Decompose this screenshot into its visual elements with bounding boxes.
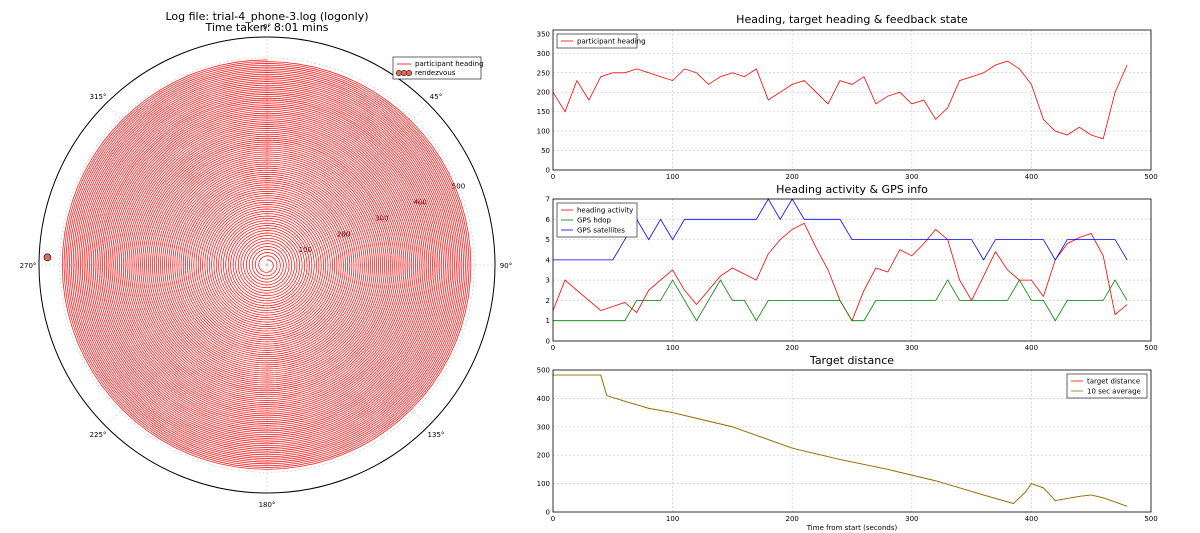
legend-box [1066,373,1148,399]
y-tick-label: 100 [537,480,550,488]
legend-label: participant heading [577,38,646,46]
legend-label: heading activity [577,207,633,215]
polar-legend-box [392,56,482,80]
chart3-title: Target distance [809,354,894,367]
x-tick-label: 500 [1144,515,1157,523]
y-tick-label: 3 [546,277,550,285]
legend-box [556,33,638,49]
chart-legend: heading activity GPS hdop GPS satellites [556,202,638,238]
x-tick-label: 300 [905,515,918,523]
polar-grid-ring [59,57,475,473]
legend-label: GPS hdop [577,217,611,225]
polar-chart: 0°45°90°135°180°225°270°315°100200300400… [20,23,513,509]
legend-label: 10 sec average [1087,388,1141,396]
x-tick-label: 300 [905,344,918,352]
polar-radial-label: 500 [452,183,465,191]
chart3-xlabel: Time from start (seconds) [806,524,898,532]
chart-legend: target distance 10 sec average [1066,373,1148,399]
y-tick-label: 300 [537,50,550,58]
x-tick-label: 400 [1025,515,1038,523]
series-line-1 [553,279,1128,322]
polar-grid-spoke [105,103,268,266]
x-tick-label: 500 [1144,344,1157,352]
y-tick-label: 0 [546,509,550,517]
polar-angle-label: 90° [500,262,512,270]
polar-angle-label: 225° [90,431,107,439]
x-tick-label: 400 [1025,344,1038,352]
x-tick-label: 300 [905,173,918,181]
y-tick-label: 100 [537,128,550,136]
x-tick-label: 0 [551,173,555,181]
plot-frame [552,29,1152,171]
polar-radial-label: 100 [299,246,312,254]
plot-area [553,30,1151,170]
target-distance-chart: 0 100 200 300 400 500 0 100 200 300 400 500 target d… [537,367,1158,524]
y-tick-label: 200 [537,89,550,97]
x-tick-label: 200 [786,344,799,352]
series-line-0 [552,60,1128,140]
y-tick-label: 500 [537,367,550,375]
plot-area [553,199,1151,341]
y-tick-label: 400 [537,395,550,403]
polar-frame [38,36,496,494]
figure-title-line2: Time taken: 8:01 mins [204,21,328,34]
x-tick-label: 0 [551,344,555,352]
series-line-2 [553,198,1128,261]
y-tick-label: 4 [546,256,551,264]
y-tick-label: 150 [537,108,550,116]
x-tick-label: 400 [1025,173,1038,181]
y-tick-label: 7 [546,196,550,204]
y-tick-label: 5 [546,236,550,244]
chart-legend: participant heading [556,33,646,49]
y-tick-label: 200 [537,452,550,460]
polar-grid-spoke [266,103,429,266]
y-tick-label: 1 [546,317,550,325]
chart2-title: Heading activity & GPS info [776,183,928,196]
y-tick-label: 6 [546,216,551,224]
series-line-1 [553,374,1128,507]
polar-angle-label: 45° [430,93,442,101]
y-tick-label: 50 [541,147,550,155]
x-tick-label: 500 [1144,173,1157,181]
x-tick-label: 200 [786,515,799,523]
polar-angle-label: 270° [20,262,37,270]
participant-heading-trace [61,59,472,470]
plot-area [553,370,1151,512]
polar-angle-label: 315° [90,93,107,101]
heading-activity-chart: 0 100 200 300 400 500 0 1 2 3 4 5 6 7 heading activity… [546,196,1158,353]
y-tick-label: 350 [537,30,550,38]
y-tick-label: 2 [546,297,550,305]
legend-label: GPS satellites [577,227,625,235]
chart1-title: Heading, target heading & feedback state [736,13,968,26]
plot-frame [552,198,1152,342]
y-tick-label: 300 [537,423,550,431]
y-tick-label: 0 [546,338,550,346]
x-tick-label: 200 [786,173,799,181]
legend-rendezvous-label: rendezvous [415,69,456,77]
legend-rendezvous-swatch [405,69,413,77]
y-tick-label: 0 [546,167,550,175]
x-tick-label: 100 [666,344,679,352]
legend-heading-label: participant heading [415,60,484,68]
polar-angle-label: 180° [259,501,276,509]
x-tick-label: 100 [666,173,679,181]
rendezvous-marker [43,253,52,262]
polar-angle-label: 0° [263,23,271,31]
figure-title-line1: Log file: trial-4_phone-3.log (logonly) [165,10,368,23]
legend-label: target distance [1087,378,1140,386]
polar-radial-label: 300 [375,214,388,222]
x-tick-label: 100 [666,515,679,523]
polar-angle-label: 135° [428,431,445,439]
heading-chart: 0 100 200 300 400 500 0 50 100 150 200 250 300 350 par… [537,29,1158,181]
plot-frame [552,369,1152,513]
y-tick-label: 250 [537,69,550,77]
x-tick-label: 0 [551,515,555,523]
